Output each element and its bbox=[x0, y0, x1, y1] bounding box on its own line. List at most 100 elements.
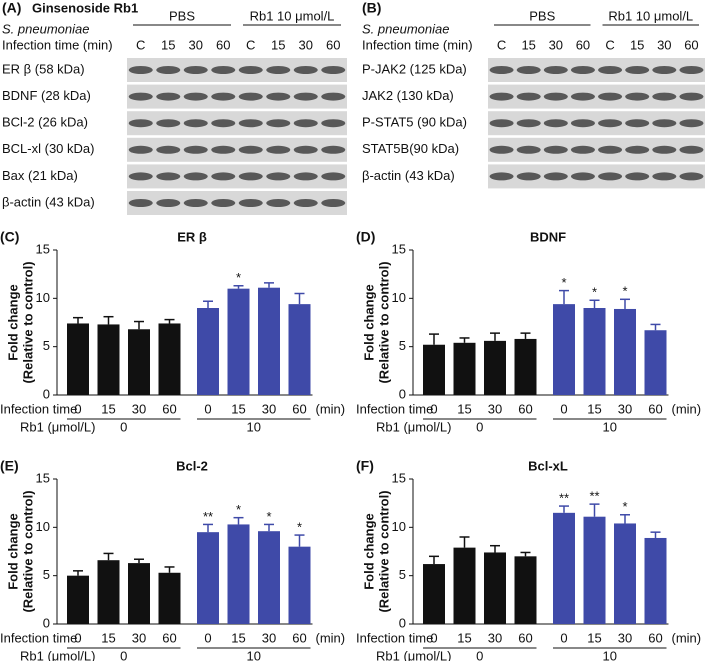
blot-band bbox=[293, 66, 318, 74]
y-axis-label: Fold change bbox=[5, 513, 20, 590]
blot-band bbox=[516, 92, 541, 101]
row-label: β-actin (43 kDa) bbox=[362, 168, 455, 183]
blot-band bbox=[570, 145, 595, 154]
x-tick-label: 60 bbox=[518, 401, 532, 416]
y-tick-label: 10 bbox=[36, 519, 50, 534]
blot-band bbox=[266, 119, 291, 128]
blot-band bbox=[570, 66, 595, 74]
lane-label: 30 bbox=[549, 37, 563, 52]
group-title: Rb1 (μmol/L) bbox=[20, 648, 95, 661]
group-label: PBS bbox=[529, 8, 555, 23]
blot-band bbox=[570, 92, 595, 101]
x-tick-label: 0 bbox=[560, 401, 567, 416]
blot-title: Ginsenoside Rb1 bbox=[32, 0, 138, 15]
blot-band bbox=[625, 66, 650, 74]
blot-band bbox=[516, 172, 541, 181]
blot-band bbox=[321, 145, 346, 154]
significance: * bbox=[266, 509, 271, 524]
blot-band bbox=[598, 172, 623, 181]
significance: ** bbox=[203, 509, 213, 524]
x-tick-label: 15 bbox=[457, 630, 471, 645]
x-tick-label: 15 bbox=[587, 630, 601, 645]
blot-band bbox=[238, 199, 263, 207]
blot-band bbox=[238, 119, 263, 128]
chart-title: Bcl-xL bbox=[528, 458, 568, 473]
x-tick-label: 15 bbox=[587, 401, 601, 416]
blot-band bbox=[128, 66, 153, 74]
panel-label: (F) bbox=[356, 458, 374, 474]
x-tick-label: 0 bbox=[204, 630, 211, 645]
lane-label: 15 bbox=[161, 37, 175, 52]
y-tick-label: 5 bbox=[399, 567, 406, 582]
blot-band bbox=[266, 92, 291, 101]
group-label: PBS bbox=[169, 8, 195, 23]
bar bbox=[583, 308, 606, 395]
row-label: P-STAT5 (90 kDa) bbox=[362, 115, 467, 130]
blot-band bbox=[570, 172, 595, 181]
significance: * bbox=[297, 520, 302, 535]
bar bbox=[583, 516, 606, 624]
group-label: 10 bbox=[603, 419, 617, 434]
x-tick-label: 60 bbox=[162, 630, 176, 645]
y-axis-label: (Relative to control) bbox=[20, 490, 35, 612]
x-axis-label: Infection time bbox=[0, 630, 77, 645]
bar bbox=[197, 308, 219, 395]
blot-band bbox=[543, 66, 568, 74]
bar bbox=[128, 563, 150, 624]
blot-band bbox=[211, 172, 236, 181]
bar bbox=[423, 344, 445, 395]
x-tick-label: 30 bbox=[132, 630, 146, 645]
bar bbox=[197, 532, 219, 624]
x-axis-unit: (min) bbox=[316, 401, 346, 416]
blot-band bbox=[543, 119, 568, 128]
lane-label: 60 bbox=[326, 37, 340, 52]
bar bbox=[553, 304, 575, 395]
blot-band bbox=[516, 145, 541, 154]
blot-band bbox=[489, 66, 514, 74]
blot-band bbox=[211, 119, 236, 128]
bar bbox=[644, 537, 667, 624]
x-axis-unit: (min) bbox=[316, 630, 346, 645]
group-label: 0 bbox=[120, 648, 127, 661]
group-title: Rb1 (μmol/L) bbox=[376, 419, 451, 434]
bar bbox=[227, 524, 250, 624]
significance: * bbox=[622, 284, 627, 299]
blot-band bbox=[516, 66, 541, 74]
blot-band bbox=[211, 199, 236, 207]
blot-band bbox=[266, 199, 291, 207]
bar bbox=[97, 324, 120, 395]
y-tick-label: 0 bbox=[43, 615, 50, 630]
bar bbox=[423, 564, 445, 624]
x-tick-label: 0 bbox=[204, 401, 211, 416]
row-label: β-actin (43 kDa) bbox=[2, 194, 95, 209]
y-tick-label: 5 bbox=[399, 338, 406, 353]
lane-label: 15 bbox=[271, 37, 285, 52]
blot-band bbox=[652, 66, 677, 74]
x-axis-unit: (min) bbox=[672, 401, 702, 416]
panel-label: (A) bbox=[2, 0, 21, 16]
x-tick-label: 15 bbox=[101, 401, 115, 416]
lane-axis: Infection time (min) bbox=[362, 37, 473, 52]
lane-label: 60 bbox=[576, 37, 590, 52]
blot-band bbox=[156, 172, 181, 181]
blot-band bbox=[266, 145, 291, 154]
blot-band bbox=[128, 92, 153, 101]
blot-band bbox=[183, 66, 208, 74]
lane-label: C bbox=[136, 37, 145, 52]
blot-band bbox=[183, 145, 208, 154]
blot-band bbox=[183, 92, 208, 101]
panel-label: (D) bbox=[356, 229, 375, 245]
bar bbox=[67, 575, 89, 624]
bar bbox=[288, 546, 311, 624]
blot-band bbox=[625, 92, 650, 101]
blot-band bbox=[183, 199, 208, 207]
lane-label: 30 bbox=[299, 37, 313, 52]
bar bbox=[97, 560, 120, 624]
blot-band bbox=[679, 145, 704, 154]
x-tick-label: 15 bbox=[231, 630, 245, 645]
lane-label: 15 bbox=[630, 37, 644, 52]
lane-axis: Infection time (min) bbox=[2, 37, 113, 52]
x-tick-label: 30 bbox=[618, 630, 632, 645]
blot-band bbox=[211, 66, 236, 74]
blot-band bbox=[293, 92, 318, 101]
